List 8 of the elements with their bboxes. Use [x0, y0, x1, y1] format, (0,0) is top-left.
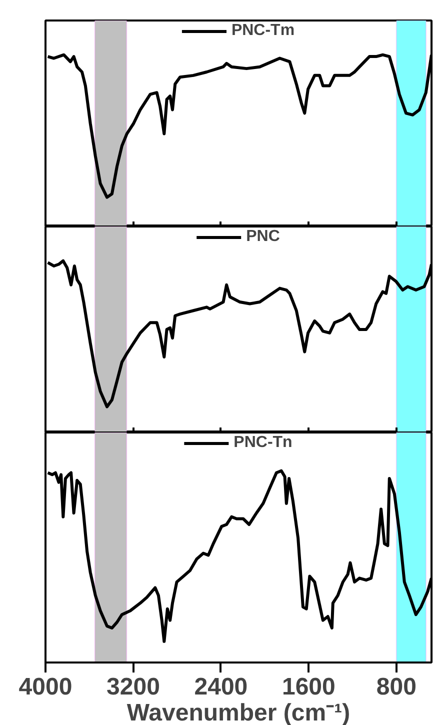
- x-tick-label: 1600: [282, 674, 336, 700]
- x-tick-label: 3200: [106, 674, 160, 700]
- legend-label: PNC-Tn: [234, 434, 292, 452]
- x-tick-label: 4000: [18, 674, 72, 700]
- legend-label: PNC: [246, 228, 280, 246]
- x-tick-label: 2400: [194, 674, 248, 700]
- x-tick-label: 800: [376, 674, 416, 700]
- legend-label: PNC-Tm: [231, 22, 295, 40]
